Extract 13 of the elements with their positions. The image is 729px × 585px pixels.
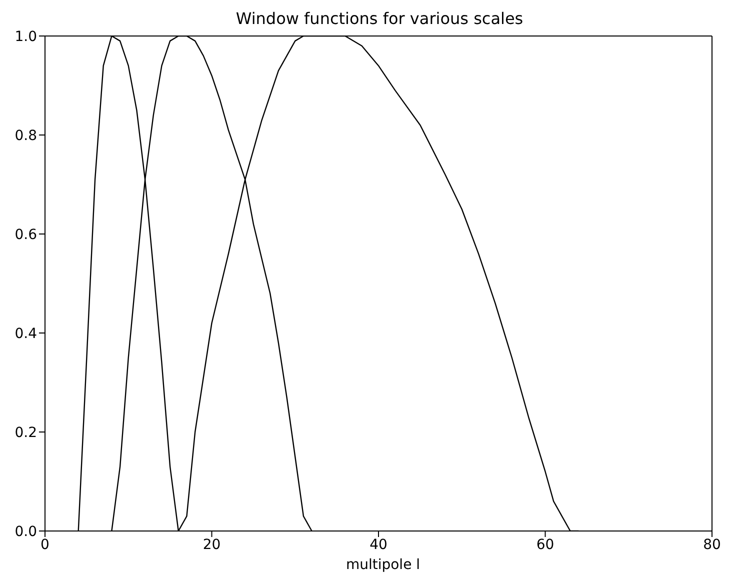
y-tick-label: 0.2	[14, 424, 37, 441]
x-axis-title: multipole l	[344, 557, 422, 573]
y-tick-label: 0.0	[14, 524, 37, 540]
x-tick-label: 60	[536, 536, 554, 553]
x-tick-label: 20	[202, 536, 221, 553]
x-tick-label: 40	[370, 536, 388, 553]
x-tick-label: 0	[40, 536, 50, 553]
y-tick-label: 1.0	[14, 28, 37, 45]
x-tick-label: 80	[703, 536, 721, 553]
y-tick-label: 0.4	[14, 326, 38, 342]
y-tick-label: 0.8	[14, 128, 37, 144]
chart-title: Window functions for various scales	[234, 8, 524, 30]
y-tick-label: 0.6	[14, 226, 38, 243]
